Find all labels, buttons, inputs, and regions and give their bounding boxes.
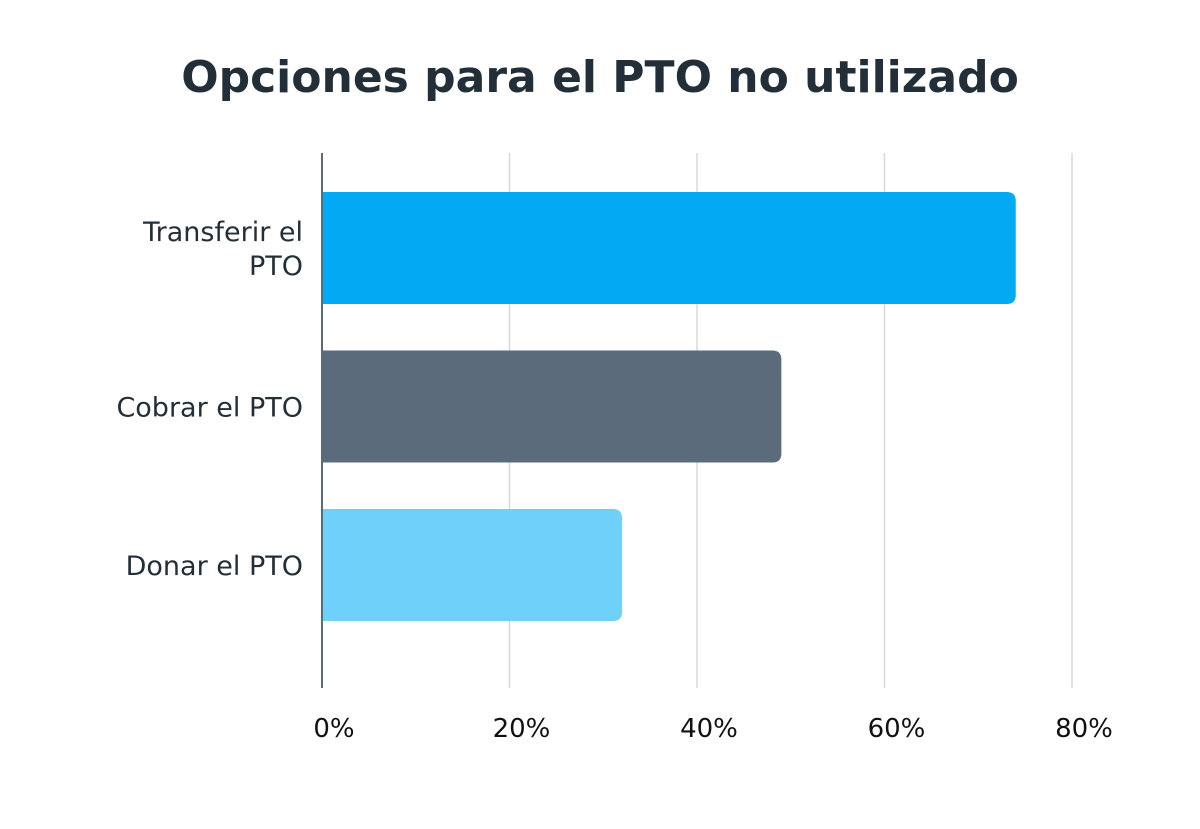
chart-title: Opciones para el PTO no utilizado [181, 52, 1019, 103]
x-tick-label: 40% [680, 714, 738, 744]
x-tick-label: 0% [313, 714, 354, 744]
bar-1 [322, 192, 1016, 304]
category-label: Cobrar el PTO [116, 393, 303, 424]
x-tick-label: 60% [868, 714, 926, 744]
category-label: Transferir el PTO [142, 217, 303, 282]
category-label: Donar el PTO [126, 551, 303, 582]
x-tick-label: 20% [493, 714, 551, 744]
x-tick-label: 80% [1055, 714, 1113, 744]
bar-2 [322, 350, 782, 463]
bar-3 [322, 509, 622, 621]
